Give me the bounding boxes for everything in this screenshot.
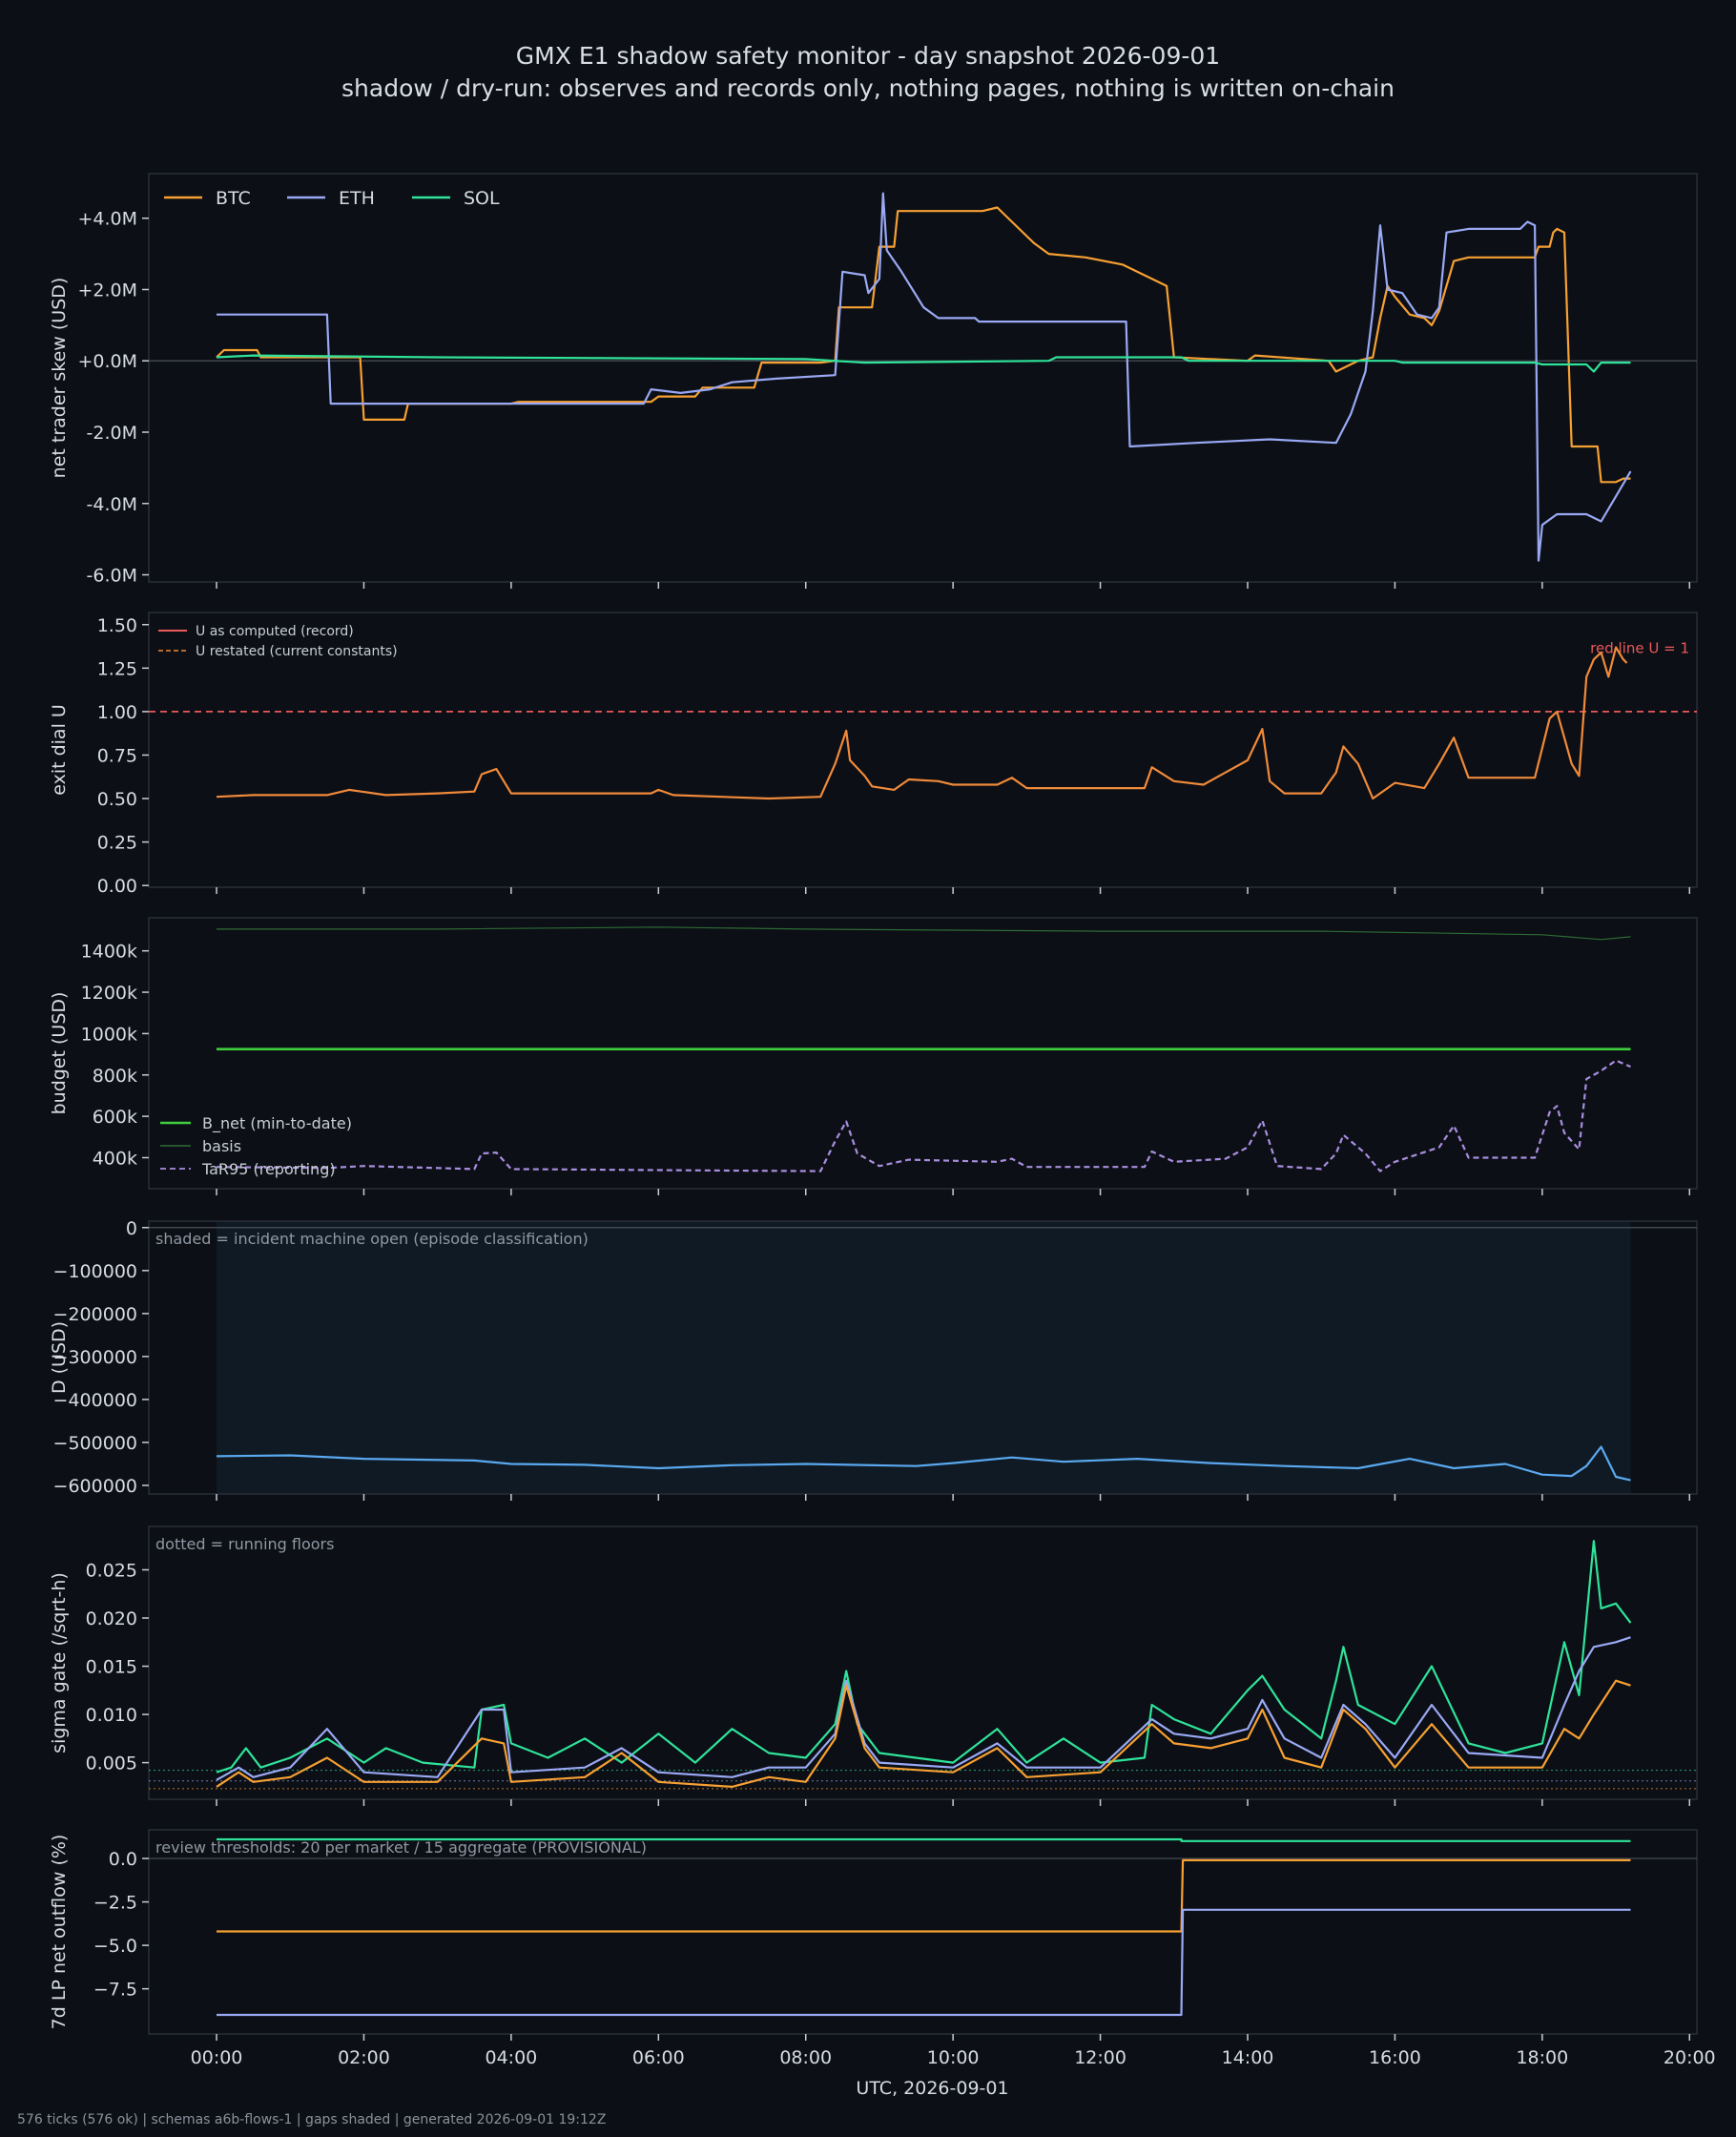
panel-frame [148, 612, 1698, 888]
panel-annotation: dotted = running floors [155, 1535, 334, 1553]
y-axis-label: sigma gate (/sqrt-h) [49, 1572, 70, 1753]
y-tick-label: −300000 [53, 1347, 137, 1368]
y-tick-label: 1.00 [97, 702, 137, 723]
y-tick-label: 0.010 [86, 1705, 137, 1726]
y-axis-label: budget (USD) [49, 992, 70, 1115]
y-tick-label: -4.0M [87, 494, 137, 515]
legend-label: U restated (current constants) [196, 644, 398, 659]
panel-frame [148, 917, 1698, 1190]
x-tick-label: 12:00 [1074, 2047, 1126, 2068]
x-tick-label: 02:00 [338, 2047, 390, 2068]
y-tick-label: -6.0M [87, 566, 137, 587]
y-axis-label: D (USD) [49, 1321, 70, 1394]
legend-label: basis [202, 1137, 241, 1155]
y-tick-label: 0.015 [86, 1657, 137, 1678]
y-tick-label: −7.5 [93, 1980, 137, 2001]
x-tick-label: 00:00 [191, 2047, 243, 2068]
series-line-tar95 [216, 1059, 1631, 1172]
x-tick-label: 20:00 [1664, 2047, 1716, 2068]
y-tick-label: +2.0M [77, 280, 137, 301]
series-line-btc [217, 1858, 1631, 1933]
panel-D: 0 −100000 −200000 −300000 −400000 −500000 −600… [49, 1218, 1698, 1501]
y-tick-label: 0.00 [97, 876, 137, 897]
panel-exit_dial: 0.00 0.25 0.50 0.75 1.00 1.25 1.50 red line U =… [49, 612, 1698, 897]
y-tick-label: 800k [93, 1066, 137, 1087]
y-tick-label: +4.0M [77, 209, 137, 230]
y-tick-label: 0.005 [86, 1753, 137, 1774]
x-tick-label: 06:00 [632, 2047, 685, 2068]
y-tick-label: −500000 [53, 1433, 137, 1454]
panel-frame [148, 173, 1698, 583]
y-tick-label: 0.75 [97, 745, 137, 766]
y-tick-label: 1.50 [97, 615, 137, 636]
series-line-eth [217, 1908, 1631, 2017]
incident-shade [217, 1222, 1631, 1493]
y-tick-label: 1000k [81, 1024, 137, 1045]
series-line-d [216, 1445, 1631, 1482]
y-tick-label: 0.50 [97, 789, 137, 810]
y-tick-label: 0.020 [86, 1608, 137, 1629]
y-tick-label: 0 [126, 1218, 137, 1239]
y-tick-label: −200000 [53, 1304, 137, 1325]
series-line-sol [216, 354, 1631, 373]
series-line-u [216, 646, 1628, 800]
panel-frame [148, 1525, 1698, 1800]
panel-budget: 400k 600k 800k 1000k 1200k 1400k budget (USD) B… [49, 917, 1698, 1195]
y-tick-label: +0.0M [77, 351, 137, 372]
legend-label: ETH [339, 188, 375, 209]
series-line-eth [217, 192, 1632, 562]
y-tick-label: −2.5 [93, 1893, 137, 1914]
red-line-label: red line U = 1 [1590, 639, 1689, 656]
chart-subtitle: shadow / dry-run: observes and records o… [341, 74, 1395, 102]
panel-annotation: review thresholds: 20 per market / 15 ag… [155, 1838, 647, 1857]
legend-label: U as computed (record) [196, 624, 354, 639]
y-tick-label: −600000 [53, 1476, 137, 1497]
panel-lp_outflow: 0.0 −2.5 −5.0 −7.5 7d LP net outflow (%) revi… [49, 1829, 1698, 2041]
series-line-sol [216, 1540, 1632, 1774]
y-axis-label: exit dial U [49, 704, 70, 796]
legend-label: B_net (min-to-date) [202, 1114, 352, 1133]
x-tick-label: 14:00 [1222, 2047, 1274, 2068]
x-tick-label: 10:00 [927, 2047, 980, 2068]
y-tick-label: 1.25 [97, 658, 137, 679]
y-axis-label: net trader skew (USD) [49, 278, 70, 479]
x-axis-label: UTC, 2026-09-01 [856, 2078, 1008, 2099]
series-line-basis [217, 926, 1631, 941]
panel-annotation: shaded = incident machine open (episode … [155, 1230, 589, 1248]
y-tick-label: 1400k [81, 942, 137, 963]
x-tick-label: 04:00 [486, 2047, 538, 2068]
series-line-btc [216, 1679, 1631, 1788]
y-tick-label: 0.025 [86, 1560, 137, 1581]
y-tick-label: 600k [93, 1107, 137, 1128]
legend-label: TaR95 (reporting) [201, 1160, 336, 1178]
legend-label: BTC [216, 188, 251, 209]
legend-label: SOL [464, 188, 500, 209]
panel-skew: +4.0M +2.0M +0.0M -2.0M -4.0M -6.0M net trader… [49, 173, 1698, 589]
series-line-sol [217, 1837, 1631, 1842]
x-tick-label: 18:00 [1516, 2047, 1568, 2068]
y-tick-label: −100000 [53, 1261, 137, 1282]
chart-title-block: GMX E1 shadow safety monitor - day snaps… [0, 40, 1736, 105]
y-tick-label: 0.25 [97, 833, 137, 854]
y-tick-label: 1200k [81, 983, 137, 1004]
y-tick-label: −400000 [53, 1390, 137, 1411]
y-tick-label: 400k [93, 1148, 137, 1169]
x-tick-label: 08:00 [779, 2047, 832, 2068]
y-tick-label: 0.0 [109, 1849, 137, 1870]
footer-status: 576 ticks (576 ok) | schemas a6b-flows-1… [17, 2112, 607, 2127]
x-tick-label: 16:00 [1369, 2047, 1421, 2068]
series-line-eth [216, 1636, 1631, 1781]
y-axis-label: 7d LP net outflow (%) [49, 1835, 70, 2030]
y-tick-label: −5.0 [93, 1936, 137, 1957]
panel-sigma_gate: 0.005 0.010 0.015 0.020 0.025 sigma gate (/sq… [49, 1525, 1698, 1806]
series-line-btc [216, 206, 1631, 484]
chart-title: GMX E1 shadow safety monitor - day snaps… [515, 42, 1221, 70]
y-tick-label: -2.0M [87, 423, 137, 444]
